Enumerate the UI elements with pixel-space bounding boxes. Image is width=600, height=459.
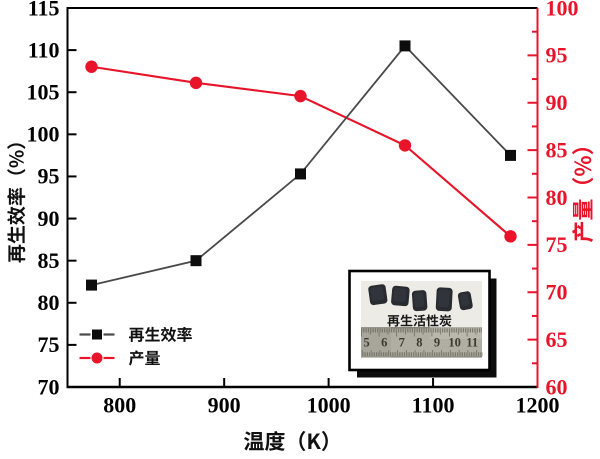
svg-text:8: 8 [416,336,422,350]
svg-text:80: 80 [38,290,60,315]
svg-text:9: 9 [434,336,440,350]
svg-text:800: 800 [103,393,136,418]
svg-text:7: 7 [399,336,405,350]
svg-text:85: 85 [546,137,568,162]
svg-text:100: 100 [27,122,60,147]
svg-text:95: 95 [38,164,60,189]
svg-text:85: 85 [38,248,60,273]
svg-text:75: 75 [546,232,568,257]
svg-text:110: 110 [28,37,60,62]
svg-text:65: 65 [546,327,568,352]
svg-text:75: 75 [38,332,60,357]
svg-text:11: 11 [466,336,478,350]
svg-text:90: 90 [38,206,60,231]
svg-text:1000: 1000 [307,393,351,418]
svg-text:95: 95 [546,43,568,68]
svg-text:80: 80 [546,185,568,210]
svg-text:115: 115 [28,0,60,20]
svg-text:5: 5 [363,336,369,350]
svg-text:100: 100 [546,0,579,20]
svg-text:900: 900 [208,393,241,418]
svg-text:70: 70 [546,280,568,305]
svg-text:105: 105 [27,80,60,105]
svg-text:1100: 1100 [412,393,455,418]
svg-text:1200: 1200 [516,393,560,418]
svg-text:10: 10 [448,336,461,350]
svg-text:70: 70 [38,374,60,399]
svg-text:60: 60 [546,374,568,399]
svg-text:6: 6 [381,336,387,350]
svg-text:90: 90 [546,90,568,115]
